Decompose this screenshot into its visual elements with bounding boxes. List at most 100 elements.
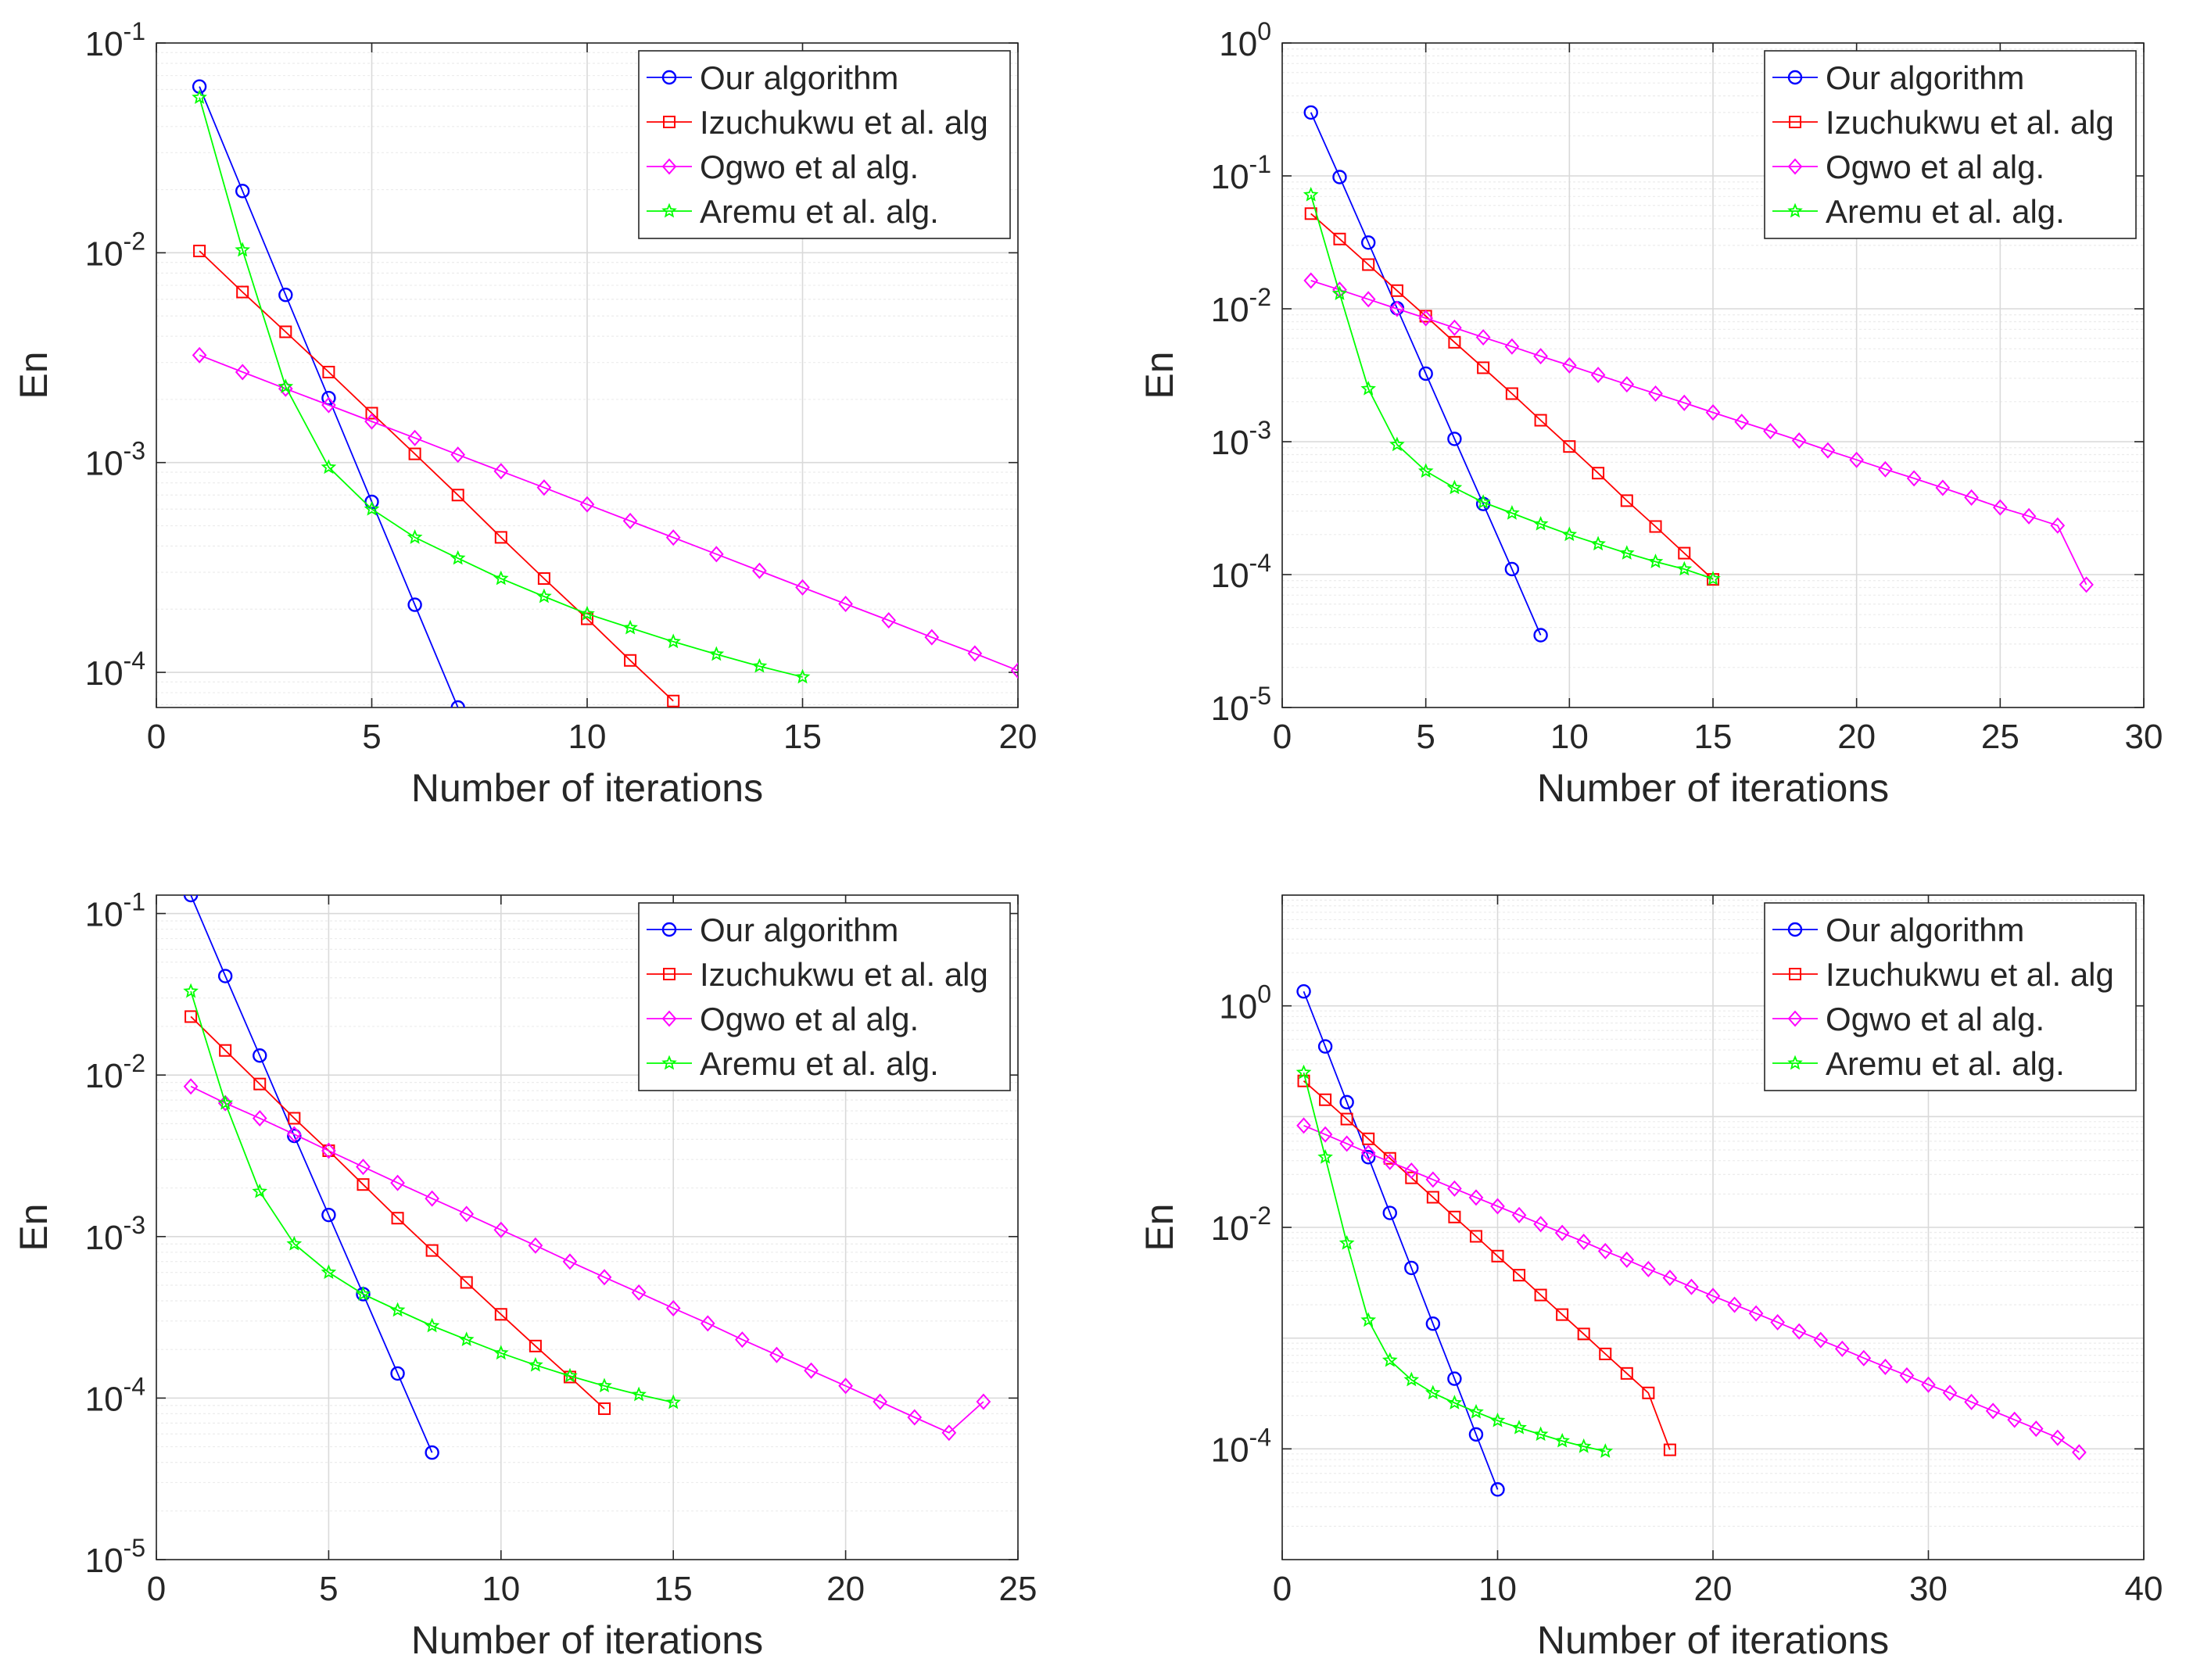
data-point <box>1906 470 1922 487</box>
data-point <box>579 496 595 513</box>
series-line <box>1303 990 1499 1490</box>
y-tick-label: 10-1 <box>85 888 145 934</box>
data-point <box>493 1345 509 1360</box>
data-point <box>924 629 940 646</box>
legend: Our algorithm Izuchukwu et al. alg Ogwo et… <box>638 902 1011 1091</box>
data-point <box>1554 1432 1571 1448</box>
legend-item: Izuchukwu et al. alg <box>647 956 988 993</box>
data-point <box>193 245 206 258</box>
legend-label: Our algorithm <box>1826 59 2024 96</box>
legend-marker <box>661 1010 677 1027</box>
x-tick-label: 0 <box>1273 1570 1292 1608</box>
x-tick-label: 25 <box>999 1570 1037 1608</box>
x-tick-label: 25 <box>1981 718 2019 756</box>
data-point <box>1992 499 2008 516</box>
data-point <box>1383 1152 1396 1165</box>
legend-item: Ogwo et al alg. <box>647 149 919 185</box>
data-point <box>450 446 466 464</box>
data-point <box>562 1253 578 1270</box>
legend-label: Aremu et al. alg. <box>700 193 939 230</box>
data-point <box>1597 1242 1613 1259</box>
y-tick-label: 10-3 <box>85 437 145 483</box>
data-point <box>2021 507 2037 525</box>
data-point <box>2050 517 2066 534</box>
data-point <box>1362 1132 1375 1145</box>
y-tick-label: 10-2 <box>1211 283 1271 329</box>
data-point <box>1331 285 1348 301</box>
data-point <box>528 1237 543 1254</box>
legend-label: Aremu et al. alg. <box>1826 193 2065 230</box>
series-group <box>1295 984 2087 1497</box>
data-point <box>838 1377 853 1395</box>
data-point <box>192 346 207 364</box>
series-group <box>192 79 1018 707</box>
data-point <box>1878 1358 1893 1375</box>
legend-label: Aremu et al. alg. <box>1826 1045 2065 1082</box>
series-4 <box>1295 1064 1614 1458</box>
data-point <box>1705 404 1721 421</box>
legend-marker <box>1787 158 1803 175</box>
data-point <box>1447 1371 1462 1386</box>
data-point <box>1295 1064 1312 1080</box>
legend-marker <box>661 922 677 937</box>
data-point <box>1418 366 1433 381</box>
y-tick-label: 100 <box>1219 980 1271 1026</box>
data-point <box>192 89 207 104</box>
data-point <box>1504 338 1520 355</box>
data-point <box>1532 516 1549 531</box>
data-point <box>1511 1206 1527 1223</box>
data-point <box>1676 394 1692 411</box>
x-tick-label: 5 <box>1416 718 1435 756</box>
series-line <box>199 250 674 702</box>
data-point <box>1964 489 1979 506</box>
data-point <box>1856 1349 1872 1367</box>
data-point <box>708 546 724 563</box>
data-point <box>2072 1444 2087 1461</box>
data-point <box>528 1356 543 1372</box>
x-tick-label: 30 <box>1909 1570 1948 1608</box>
series-2 <box>193 245 680 707</box>
data-point <box>2007 1411 2023 1428</box>
data-point <box>1317 1039 1333 1054</box>
data-point <box>881 612 897 629</box>
data-point <box>1534 1288 1547 1302</box>
data-point <box>1468 1403 1484 1419</box>
y-tick-label: 10-4 <box>85 647 145 693</box>
data-point <box>235 242 251 257</box>
series-2 <box>185 1010 611 1415</box>
data-point <box>1447 319 1462 336</box>
data-point <box>1662 1270 1678 1287</box>
data-point <box>1684 1278 1699 1295</box>
data-point <box>279 325 292 339</box>
data-point <box>1339 1094 1354 1110</box>
data-point <box>286 1235 303 1251</box>
y-tick-label: 10-3 <box>85 1211 145 1257</box>
legend-item: Aremu et al. alg. <box>1772 193 2065 230</box>
data-point <box>450 700 465 707</box>
data-point <box>941 1424 957 1442</box>
data-point <box>1561 356 1577 374</box>
data-point <box>1390 284 1403 297</box>
legend-marker <box>661 1055 677 1070</box>
data-point <box>1425 1316 1441 1331</box>
data-point <box>1727 1296 1742 1313</box>
data-point <box>458 1331 475 1347</box>
y-tick-label: 10-2 <box>1211 1202 1271 1248</box>
chart-panel-2: 0 5 10 15 20 25 30 100 10-1 10-2 10-3 10-4 10-5 Numbe… <box>1138 17 2163 810</box>
x-tick-label: 20 <box>1837 718 1876 756</box>
series-2 <box>1297 1074 1676 1456</box>
series-line <box>190 990 674 1403</box>
data-point <box>562 1367 578 1383</box>
data-point <box>1360 1312 1377 1327</box>
series-1 <box>1296 984 1505 1497</box>
data-point <box>217 1094 234 1110</box>
data-point <box>1475 328 1491 346</box>
legend-label: Aremu et al. alg. <box>700 1045 939 1082</box>
data-point <box>1333 232 1346 245</box>
data-point <box>1590 367 1606 384</box>
data-point <box>1504 561 1520 577</box>
data-point <box>286 1126 302 1143</box>
data-point <box>390 1366 405 1381</box>
legend-label: Our algorithm <box>700 59 898 96</box>
data-point <box>1010 662 1018 679</box>
